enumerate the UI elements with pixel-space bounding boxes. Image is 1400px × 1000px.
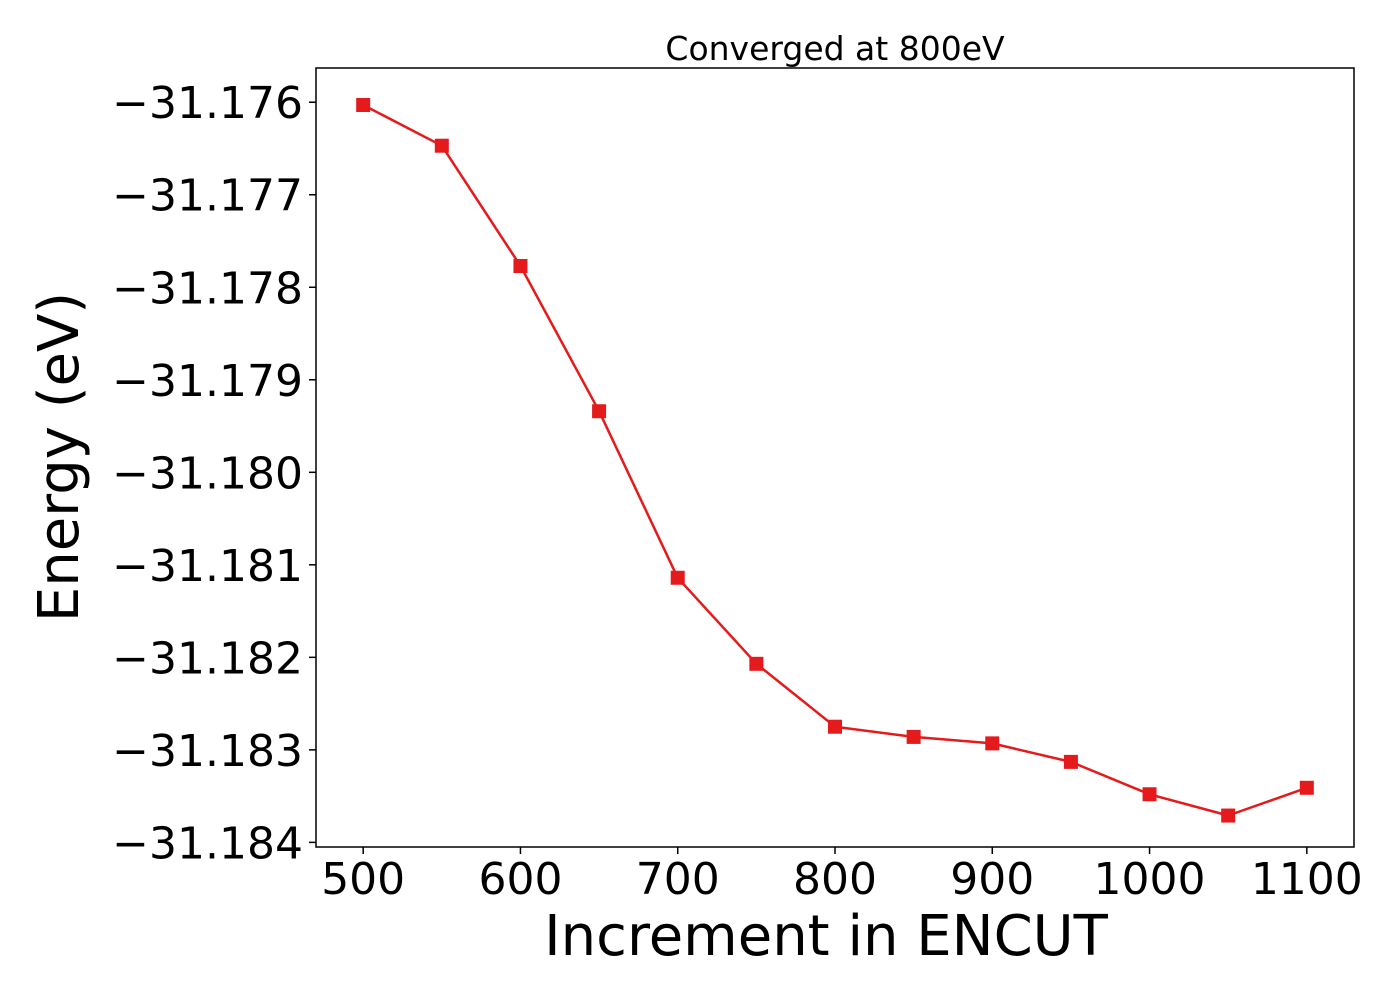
data-point-marker [749,656,764,671]
y-tick-label: −31.176 [112,78,303,129]
x-tick-label: 900 [950,854,1034,905]
data-point-marker [828,719,842,734]
x-tick-label: 800 [793,854,877,905]
x-axis-label: Increment in ENCUT [544,904,1109,969]
x-tick-label: 700 [636,854,720,905]
x-tick-label: 1000 [1094,854,1206,905]
data-point-marker [670,570,685,585]
data-point-marker [434,138,449,153]
chart-title: Converged at 800eV [665,29,1005,68]
data-point-marker [1142,787,1157,802]
plot-area [356,98,1314,823]
y-tick-label: −31.179 [112,356,303,407]
x-tick-label: 500 [321,854,405,905]
y-tick-label: −31.177 [112,171,303,222]
axes-frame [315,67,1355,848]
y-tick-label: −31.181 [112,541,303,592]
data-point-marker [592,404,607,419]
data-point-marker [356,98,371,113]
y-tick-label: −31.180 [112,448,303,499]
data-point-marker [513,258,528,273]
y-axis-label: Energy (eV) [27,292,92,622]
data-point-marker [1063,754,1078,769]
data-point-marker [1299,780,1314,795]
y-tick-label: −31.178 [112,263,303,314]
y-tick-label: −31.183 [112,726,303,777]
data-point-marker [906,729,921,744]
data-point-marker [985,736,1000,751]
x-tick-label: 1100 [1251,854,1363,905]
y-tick-label: −31.182 [112,633,303,684]
x-tick-label: 600 [478,854,562,905]
y-tick-label: −31.184 [112,818,303,869]
data-point-marker [1221,808,1236,823]
axis-ticks: 500 600 700 800 900 1000 1100 −31.176 −31.177 −31… [112,78,1363,905]
